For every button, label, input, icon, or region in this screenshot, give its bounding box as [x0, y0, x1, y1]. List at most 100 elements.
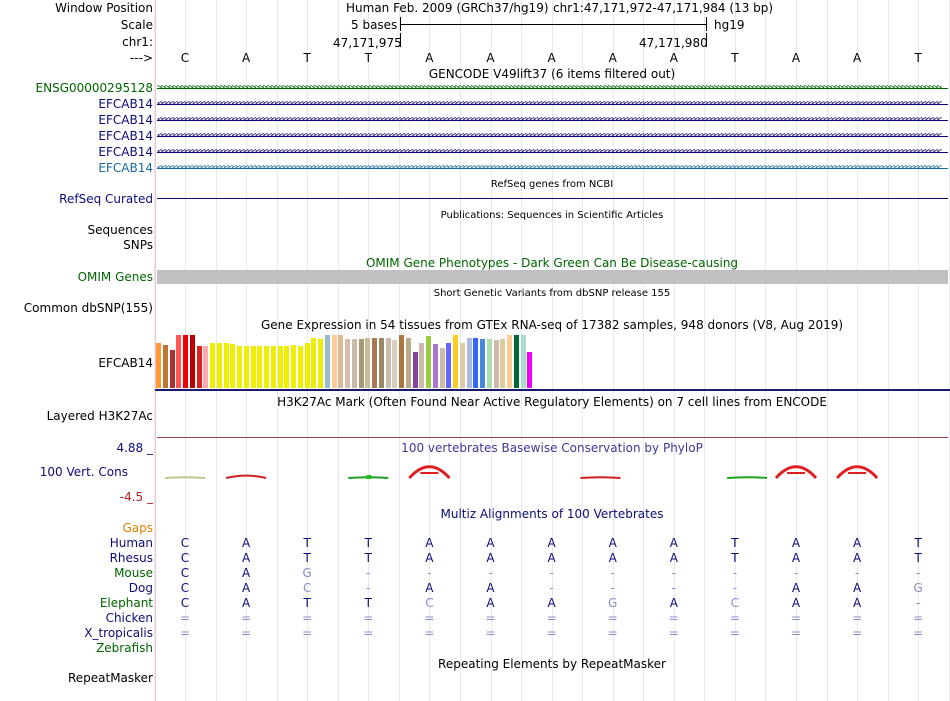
gtex-tissue-bar[interactable] [257, 346, 263, 388]
gtex-tissue-bar[interactable] [304, 343, 310, 388]
gtex-tissue-bar[interactable] [426, 336, 431, 388]
gtex-tissue-bar[interactable] [446, 343, 452, 388]
gtex-tissue-bar[interactable] [439, 347, 445, 388]
omim-bar[interactable] [157, 270, 948, 284]
gene-label[interactable]: EFCAB14 [98, 129, 153, 143]
refseq-label[interactable]: RefSeq Curated [59, 192, 153, 206]
sequences-label[interactable]: Sequences [87, 223, 153, 237]
gtex-tissue-bar[interactable] [493, 340, 499, 388]
gtex-tissue-bar[interactable] [432, 344, 438, 388]
alignment-base: - [610, 566, 615, 580]
gtex-tissue-bar[interactable] [378, 337, 384, 388]
gtex-tissue-bar[interactable] [372, 337, 377, 388]
gene-strand-line[interactable]: <<<<<<<<<<<<<<<<<<<<<<<<<<<<<<<<<<<<<<<<… [157, 132, 948, 141]
gene-strand-line[interactable]: >>>>>>>>>>>>>>>>>>>>>>>>>>>>>>>>>>>>>>>>… [157, 84, 948, 93]
gtex-tissue-bar[interactable] [291, 344, 296, 388]
gtex-tissue-bar[interactable] [405, 337, 411, 388]
gtex-tissue-bar[interactable] [527, 351, 533, 388]
species-label[interactable]: Zebrafish [96, 641, 153, 655]
reference-base: T [731, 51, 739, 65]
gtex-tissue-bar[interactable] [196, 346, 202, 388]
gtex-tissue-bar[interactable] [459, 343, 465, 388]
gtex-tissue-bar[interactable] [385, 337, 391, 388]
gene-strand-line[interactable]: <<<<<<<<<<<<<<<<<<<<<<<<<<<<<<<<<<<<<<<<… [157, 164, 948, 173]
species-label[interactable]: Rhesus [109, 551, 153, 565]
gtex-tissue-bar[interactable] [162, 344, 168, 388]
gaps-label[interactable]: Gaps [122, 521, 153, 535]
gtex-tissue-bar[interactable] [365, 337, 371, 388]
gtex-tissue-bar[interactable] [399, 334, 404, 388]
scale-text: 5 bases [351, 18, 398, 32]
gtex-tissue-bar[interactable] [338, 334, 344, 388]
gtex-tissue-bar[interactable] [500, 338, 506, 388]
gtex-tissue-bar[interactable] [473, 337, 479, 388]
gene-label[interactable]: ENSG00000295128 [35, 81, 153, 95]
alignment-base: - [671, 566, 676, 580]
gtex-tissue-bar[interactable] [156, 343, 161, 388]
gtex-tissue-bar[interactable] [318, 338, 323, 388]
gtex-tissue-bar[interactable] [480, 338, 485, 388]
gtex-tissue-bar[interactable] [243, 346, 249, 388]
repeat-label[interactable]: RepeatMasker [67, 671, 153, 685]
gtex-tissue-bar[interactable] [169, 349, 175, 388]
gtex-tissue-bar[interactable] [412, 351, 418, 388]
alignment-base: C [180, 596, 190, 610]
gtex-tissue-bar[interactable] [183, 334, 188, 388]
gtex-tissue-bar[interactable] [453, 334, 458, 388]
gtex-tissue-bar[interactable] [520, 334, 526, 388]
gtex-tissue-bar[interactable] [176, 334, 182, 388]
gtex-tissue-bar[interactable] [250, 346, 256, 388]
reference-base: A [608, 51, 617, 65]
species-label[interactable]: Chicken [105, 611, 153, 625]
dbsnp-label[interactable]: Common dbSNP(155) [23, 301, 153, 315]
gene-label[interactable]: EFCAB14 [98, 161, 153, 175]
gtex-tissue-bar[interactable] [351, 338, 357, 388]
gtex-tissue-bar[interactable] [237, 346, 242, 388]
phylop-graph[interactable] [157, 462, 948, 484]
gene-strand-line[interactable]: <<<<<<<<<<<<<<<<<<<<<<<<<<<<<<<<<<<<<<<<… [157, 148, 948, 157]
gtex-tissue-bar[interactable] [203, 346, 209, 388]
gtex-tissue-bar[interactable] [419, 343, 425, 388]
gtex-label[interactable]: EFCAB14 [98, 356, 153, 370]
gtex-tissue-bar[interactable] [277, 346, 283, 388]
gtex-tissue-bar[interactable] [358, 338, 364, 388]
h3k27-label[interactable]: Layered H3K27Ac [46, 409, 153, 423]
gtex-tissue-bar[interactable] [513, 334, 519, 388]
phylop-label[interactable]: 100 Vert. Cons [39, 465, 128, 479]
gtex-tissue-bar[interactable] [270, 346, 276, 388]
alignment-base: A [241, 566, 251, 580]
refseq-line[interactable] [157, 198, 948, 199]
gene-strand-line[interactable]: <<<<<<<<<<<<<<<<<<<<<<<<<<<<<<<<<<<<<<<<… [157, 116, 948, 125]
species-label[interactable]: Human [109, 536, 153, 550]
gtex-bar-graph[interactable] [156, 332, 556, 388]
gtex-tissue-bar[interactable] [189, 334, 195, 388]
species-label[interactable]: Mouse [114, 566, 153, 580]
gene-label[interactable]: EFCAB14 [98, 113, 153, 127]
gtex-tissue-bar[interactable] [392, 340, 398, 388]
gtex-tissue-bar[interactable] [507, 334, 512, 388]
gtex-tissue-bar[interactable] [331, 334, 337, 388]
species-label[interactable]: Elephant [99, 596, 153, 610]
snps-label[interactable]: SNPs [123, 238, 153, 252]
omim-label[interactable]: OMIM Genes [77, 270, 153, 284]
phylop-peak [164, 476, 206, 479]
position-readout[interactable]: chr1:47,171,972-47,171,984 (13 bp) [553, 1, 774, 15]
gtex-tissue-bar[interactable] [264, 346, 269, 388]
gtex-tissue-bar[interactable] [230, 344, 236, 388]
gene-label[interactable]: EFCAB14 [98, 97, 153, 111]
gtex-tissue-bar[interactable] [297, 346, 303, 388]
gtex-tissue-bar[interactable] [210, 343, 215, 388]
gtex-tissue-bar[interactable] [311, 337, 317, 388]
gene-label[interactable]: EFCAB14 [98, 145, 153, 159]
species-label[interactable]: Dog [128, 581, 153, 595]
gtex-tissue-bar[interactable] [486, 338, 492, 388]
gtex-tissue-bar[interactable] [216, 343, 222, 388]
gtex-tissue-bar[interactable] [284, 346, 290, 388]
gtex-tissue-bar[interactable] [345, 338, 350, 388]
alignment-base: C [180, 581, 190, 595]
gtex-tissue-bar[interactable] [324, 334, 330, 388]
gene-strand-line[interactable]: <<<<<<<<<<<<<<<<<<<<<<<<<<<<<<<<<<<<<<<<… [157, 100, 948, 109]
gtex-tissue-bar[interactable] [466, 337, 472, 388]
species-label[interactable]: X_tropicalis [84, 626, 153, 640]
gtex-tissue-bar[interactable] [223, 343, 229, 388]
